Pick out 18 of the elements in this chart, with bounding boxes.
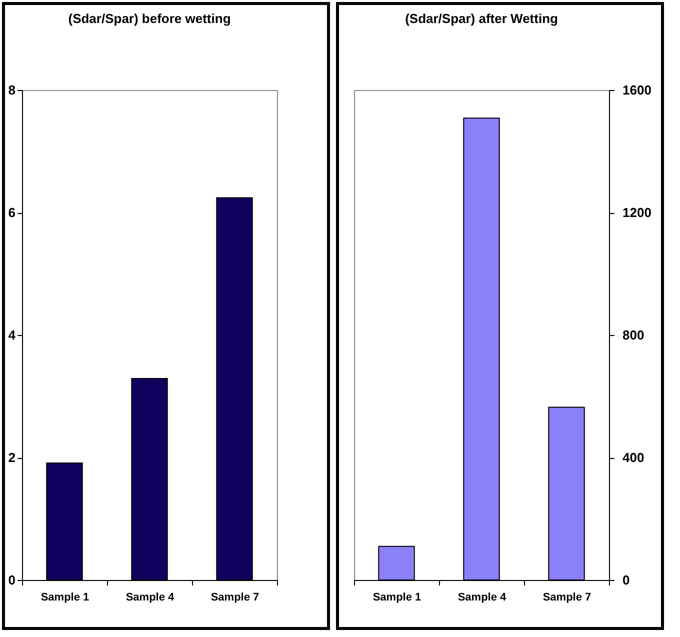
chart-title: (Sdar/Spar) before wetting	[68, 11, 231, 26]
x-tick-label: Sample 1	[372, 592, 422, 604]
x-tick-label: Sample 7	[210, 592, 260, 604]
y-tick-label: 6	[8, 205, 16, 220]
chart-title: (Sdar/Spar) after Wetting	[405, 11, 558, 26]
y-tick-label: 2	[8, 450, 16, 465]
y2-tick-label: 1200	[622, 205, 652, 220]
y2-tick-label: 0	[622, 572, 630, 588]
x-tick-label: Sample 7	[542, 592, 592, 604]
y2-tick-label: 1600	[622, 82, 652, 98]
y-tick-label: 4	[8, 328, 16, 342]
y2-tick-label: 800	[622, 328, 644, 342]
x-tick-label: Sample 1	[40, 592, 90, 604]
x-tick-label: Sample 4	[126, 592, 176, 604]
y-tick-label: 8	[8, 82, 16, 98]
x-tick-label: Sample 4	[458, 592, 508, 604]
y2-tick-label: 400	[622, 450, 644, 465]
y-tick-label: 0	[8, 572, 16, 588]
